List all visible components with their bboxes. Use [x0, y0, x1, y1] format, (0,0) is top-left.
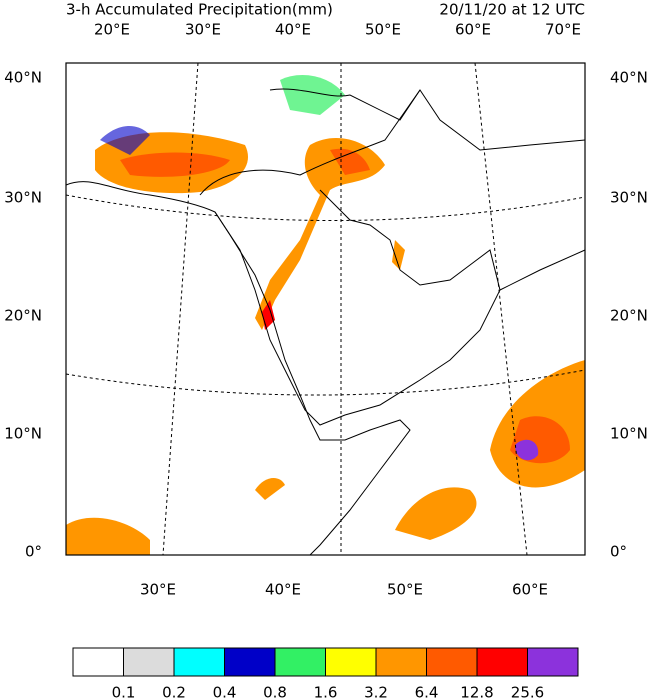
precipitation-field	[66, 75, 585, 555]
lon-label: 40°E	[275, 21, 311, 39]
lon-label: 50°E	[387, 581, 423, 599]
map-frame	[65, 62, 586, 556]
colorbar: 0.1 0.2 0.4 0.8 1.6 3.2 6.4 12.8 25.6	[72, 647, 579, 700]
colorbar-label: 1.6	[314, 684, 338, 700]
lat-label: 40°N	[610, 69, 648, 87]
lon-label: 60°E	[455, 21, 491, 39]
colorbar-box	[274, 647, 326, 677]
colorbar-box	[72, 647, 124, 677]
colorbar-box	[325, 647, 377, 677]
lat-label: 40°N	[4, 69, 42, 87]
title: 3-h Accumulated Precipitation(mm)	[66, 1, 333, 19]
right-lat-labels: 40°N 30°N 20°N 10°N 0°	[610, 69, 648, 561]
colorbar-label: 0.2	[162, 684, 186, 700]
lat-label: 30°N	[4, 189, 42, 207]
colorbar-box	[224, 647, 276, 677]
lat-label: 0°	[25, 543, 42, 561]
colorbar-label: 12.8	[460, 684, 493, 700]
valid-time: 20/11/20 at 12 UTC	[439, 1, 585, 19]
colorbar-label: 0.8	[263, 684, 287, 700]
colorbar-label: 0.1	[112, 684, 136, 700]
colorbar-box	[527, 647, 579, 677]
lat-label: 10°N	[610, 425, 648, 443]
lon-label: 70°E	[545, 21, 581, 39]
colorbar-label: 0.4	[213, 684, 237, 700]
colorbar-box	[426, 647, 478, 677]
lat-label: 20°N	[4, 307, 42, 325]
top-lon-labels: 20°E 30°E 40°E 50°E 60°E 70°E	[94, 21, 581, 39]
colorbar-box	[375, 647, 427, 677]
lon-label: 20°E	[94, 21, 130, 39]
lon-label: 40°E	[265, 581, 301, 599]
colorbar-box	[173, 647, 225, 677]
colorbar-label: 3.2	[364, 684, 388, 700]
colorbar-box	[123, 647, 175, 677]
lon-label: 60°E	[512, 581, 548, 599]
graticule	[65, 62, 586, 556]
lon-label: 50°E	[365, 21, 401, 39]
lat-label: 0°	[610, 543, 627, 561]
lat-label: 20°N	[610, 307, 648, 325]
colorbar-label: 25.6	[511, 684, 544, 700]
lon-label: 30°E	[140, 581, 176, 599]
colorbar-box	[476, 647, 528, 677]
lon-label: 30°E	[185, 21, 221, 39]
colorbar-label: 6.4	[415, 684, 439, 700]
lat-label: 30°N	[610, 189, 648, 207]
lat-label: 10°N	[4, 425, 42, 443]
left-lat-labels: 40°N 30°N 20°N 10°N 0°	[4, 69, 42, 561]
coastlines	[65, 88, 586, 556]
bottom-lon-labels: 30°E 40°E 50°E 60°E	[140, 581, 548, 599]
